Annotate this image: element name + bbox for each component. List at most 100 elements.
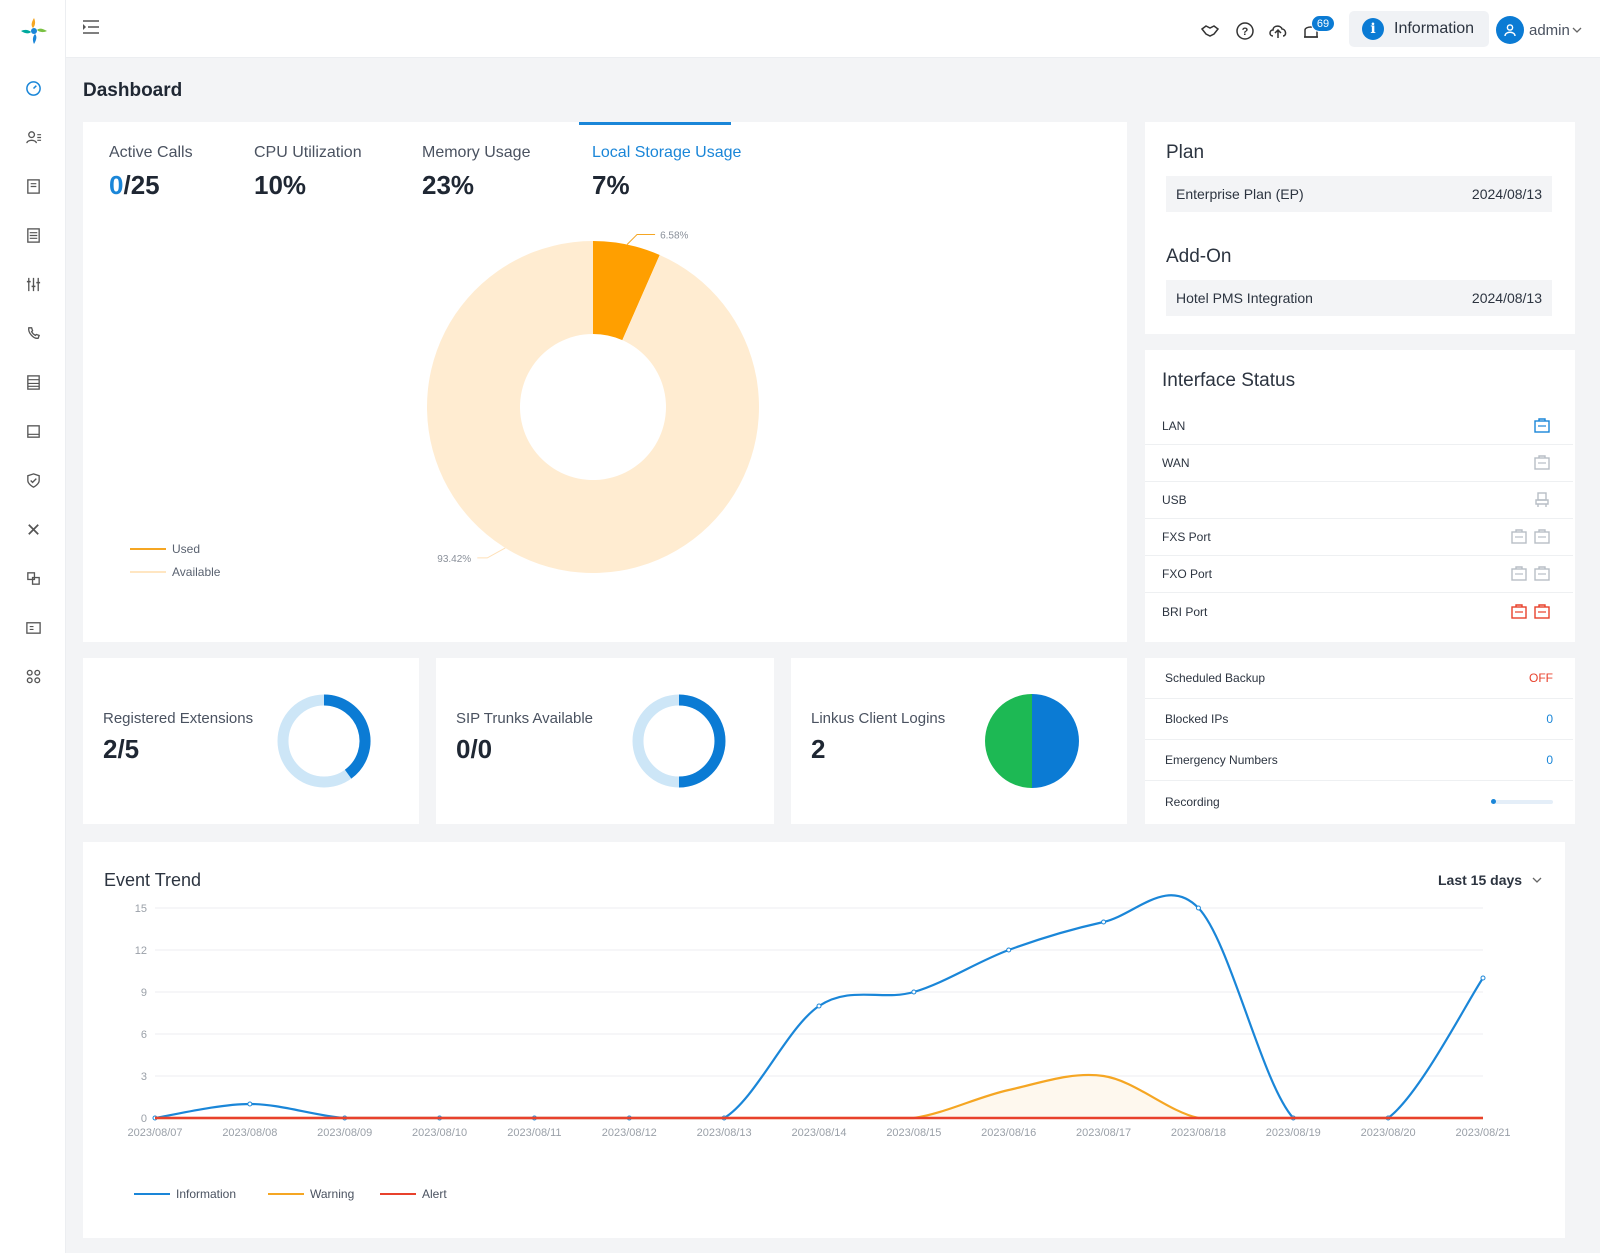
event-trend-title: Event Trend [104, 870, 202, 890]
nav-settings-sliders-icon[interactable] [21, 272, 45, 296]
event-trend-card: Event Trend Last 15 days 0 3 6 9 12 15 2023/08… [83, 842, 1565, 1238]
interface-row-bri: BRI Port [1145, 593, 1573, 630]
phone-port-icon [1511, 566, 1527, 581]
plan-title: Plan [1166, 142, 1205, 163]
registered-extensions-card[interactable]: Registered Extensions 2/5 [83, 658, 419, 824]
x-tick-label: 2023/08/13 [697, 1127, 752, 1139]
information-button[interactable]: i Information [1349, 11, 1489, 47]
legend-label: Information [176, 1187, 237, 1201]
x-tick-label: 2023/08/08 [222, 1127, 277, 1139]
handshake-icon[interactable] [1199, 20, 1221, 42]
stat-value: 2/5 [103, 734, 140, 764]
x-tick-label: 2023/08/19 [1266, 1127, 1321, 1139]
status-row-emergency-numbers[interactable]: Emergency Numbers 0 [1145, 740, 1573, 781]
x-tick-label: 2023/08/09 [317, 1127, 372, 1139]
metric-active-calls[interactable]: Active Calls 0/25 [109, 144, 193, 201]
nav-list-icon[interactable] [21, 223, 45, 247]
nav-reports-icon[interactable] [21, 370, 45, 394]
nav-dashboard-icon[interactable] [21, 76, 45, 100]
nav-tools-icon[interactable] [21, 517, 45, 541]
legend-label: Warning [310, 1187, 355, 1201]
legend-available[interactable]: Available [130, 565, 220, 579]
data-point [247, 1101, 253, 1107]
interface-row-lan: LAN [1145, 408, 1573, 445]
ethernet-port-icon [1534, 455, 1550, 470]
metric-value-rest: /25 [123, 170, 160, 200]
status-label: Blocked IPs [1165, 712, 1229, 726]
nav-command-icon[interactable] [21, 664, 45, 688]
nav-id-card-icon[interactable] [21, 615, 45, 639]
phone-port-error-icon [1534, 603, 1550, 619]
ring-fill [323, 694, 371, 779]
data-point [1101, 919, 1107, 925]
plan-card: Plan Enterprise Plan (EP) 2024/08/13 Add… [1145, 122, 1575, 334]
metric-value: 10% [254, 170, 307, 200]
legend-label: Alert [422, 1187, 447, 1201]
status-row-blocked-ips[interactable]: Blocked IPs 0 [1145, 699, 1573, 740]
metric-label: CPU Utilization [254, 144, 362, 161]
x-tick-label: 2023/08/18 [1171, 1127, 1226, 1139]
menu-toggle-icon[interactable] [80, 16, 102, 38]
svg-text:?: ? [1242, 26, 1249, 38]
stat-label: SIP Trunks Available [456, 710, 594, 727]
metric-cpu-utilization[interactable]: CPU Utilization 10% [254, 144, 362, 201]
x-tick-label: 2023/08/11 [507, 1127, 561, 1139]
status-label: Emergency Numbers [1165, 753, 1278, 767]
y-tick-label: 12 [135, 945, 147, 957]
x-tick-label: 2023/08/14 [791, 1127, 846, 1139]
legend-used[interactable]: Used [130, 542, 200, 556]
ring-fill [678, 694, 726, 788]
metric-local-storage-usage[interactable]: Local Storage Usage 7% [592, 144, 741, 201]
available-leader-line [477, 547, 506, 559]
legend-information[interactable]: Information [134, 1187, 236, 1201]
ethernet-port-icon [1534, 418, 1550, 433]
user-name: admin [1529, 21, 1570, 39]
metric-label: Memory Usage [422, 144, 531, 161]
sidebar [0, 0, 66, 1253]
x-tick-label: 2023/08/12 [602, 1127, 657, 1139]
phone-port-icon [1534, 566, 1550, 581]
addon-date: 2024/08/13 [1471, 290, 1542, 306]
nav-contacts-icon[interactable] [21, 174, 45, 198]
nav-device-icon[interactable] [21, 419, 45, 443]
recording-progress-fill [1491, 798, 1496, 804]
addon-title: Add-On [1166, 246, 1232, 267]
available-percent-label: 93.42% [437, 554, 471, 565]
user-menu[interactable]: admin [1496, 15, 1582, 45]
cloud-upload-icon[interactable] [1267, 20, 1289, 42]
help-icon[interactable]: ? [1234, 20, 1256, 42]
nav-call-icon[interactable] [21, 321, 45, 345]
x-tick-label: 2023/08/16 [981, 1127, 1036, 1139]
status-row-scheduled-backup[interactable]: Scheduled Backup OFF [1145, 658, 1573, 699]
info-icon: i [1362, 18, 1384, 40]
avatar-icon [1496, 16, 1524, 44]
y-tick-label: 15 [135, 903, 147, 915]
usb-port-icon [1535, 492, 1549, 507]
legend-warning[interactable]: Warning [268, 1187, 354, 1201]
x-tick-label: 2023/08/07 [127, 1127, 182, 1139]
topbar: ? 69 i Information admin [66, 0, 1600, 58]
addon-row: Hotel PMS Integration 2024/08/13 [1166, 280, 1552, 316]
range-dropdown[interactable]: Last 15 days [1438, 872, 1542, 888]
warning-area [155, 1074, 1483, 1118]
metric-value: 0/25 [109, 170, 193, 201]
linkus-logins-card[interactable]: Linkus Client Logins 2 [791, 658, 1127, 824]
status-row-recording[interactable]: Recording [1145, 781, 1573, 822]
legend-label: Used [172, 542, 201, 556]
status-value: 0 [1546, 712, 1553, 726]
interface-name: USB [1162, 493, 1187, 507]
interface-row-fxs: FXS Port [1145, 519, 1573, 556]
status-value: 0 [1546, 753, 1553, 767]
phone-port-error-icon [1511, 603, 1527, 619]
donut-slice-used [593, 241, 660, 341]
nav-users-icon[interactable] [21, 125, 45, 149]
legend-alert[interactable]: Alert [380, 1187, 447, 1201]
metric-memory-usage[interactable]: Memory Usage 23% [422, 144, 530, 201]
legend-swatch [130, 548, 166, 550]
sip-trunks-card[interactable]: SIP Trunks Available 0/0 [436, 658, 774, 824]
data-point [1480, 975, 1486, 981]
x-tick-label: 2023/08/10 [412, 1127, 467, 1139]
nav-security-icon[interactable] [21, 468, 45, 492]
nav-apps-icon[interactable] [21, 566, 45, 590]
chevron-down-icon [1572, 27, 1582, 33]
